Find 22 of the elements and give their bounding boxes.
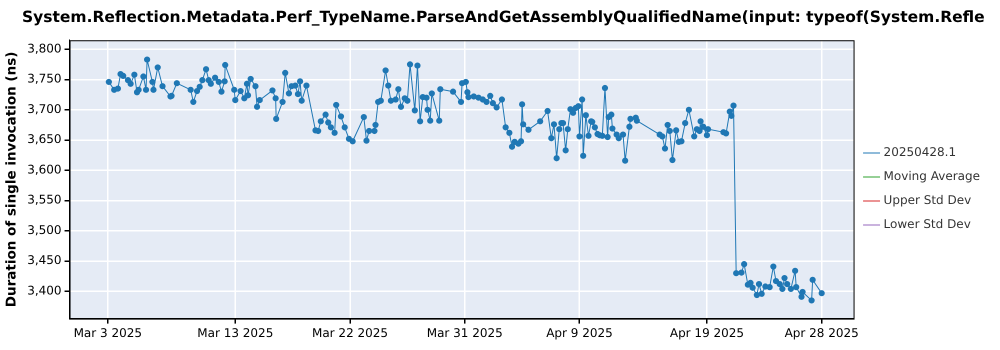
y-tick-label: 3,650 xyxy=(27,132,62,146)
y-tick-label: 3,500 xyxy=(27,222,62,237)
x-tick-label: Mar 31 2025 xyxy=(426,326,503,340)
x-tick-label: Mar 13 2025 xyxy=(197,326,274,340)
x-tick-label: Apr 9 2025 xyxy=(546,326,613,340)
y-tick-label: 3,700 xyxy=(27,102,62,116)
x-tick-label: Apr 19 2025 xyxy=(670,326,744,340)
y-axis-title: Duration of single invocation (ns) xyxy=(4,52,20,308)
y-tick-label: 3,750 xyxy=(27,72,62,86)
x-tick-label: Mar 3 2025 xyxy=(74,326,142,340)
x-tick-label: Mar 22 2025 xyxy=(312,326,388,340)
legend-label: Moving Average xyxy=(884,169,980,184)
legend-label: Lower Std Dev xyxy=(884,217,971,232)
y-tick-label: 3,600 xyxy=(27,162,62,176)
y-tick-label: 3,550 xyxy=(27,192,62,207)
legend-label: 20250428.1 xyxy=(884,145,956,160)
x-tick-label: Apr 28 2025 xyxy=(784,326,859,340)
y-tick-label: 3,800 xyxy=(27,41,62,56)
y-tick-label: 3,450 xyxy=(27,253,62,268)
legend-label: Upper Std Dev xyxy=(884,193,972,208)
chart-title: System.Reflection.Metadata.Perf_TypeName.ParseAndGetAssemblyQualifiedName(input: typeof(System.Refle xyxy=(22,8,986,26)
y-tick-label: 3,400 xyxy=(27,283,62,298)
